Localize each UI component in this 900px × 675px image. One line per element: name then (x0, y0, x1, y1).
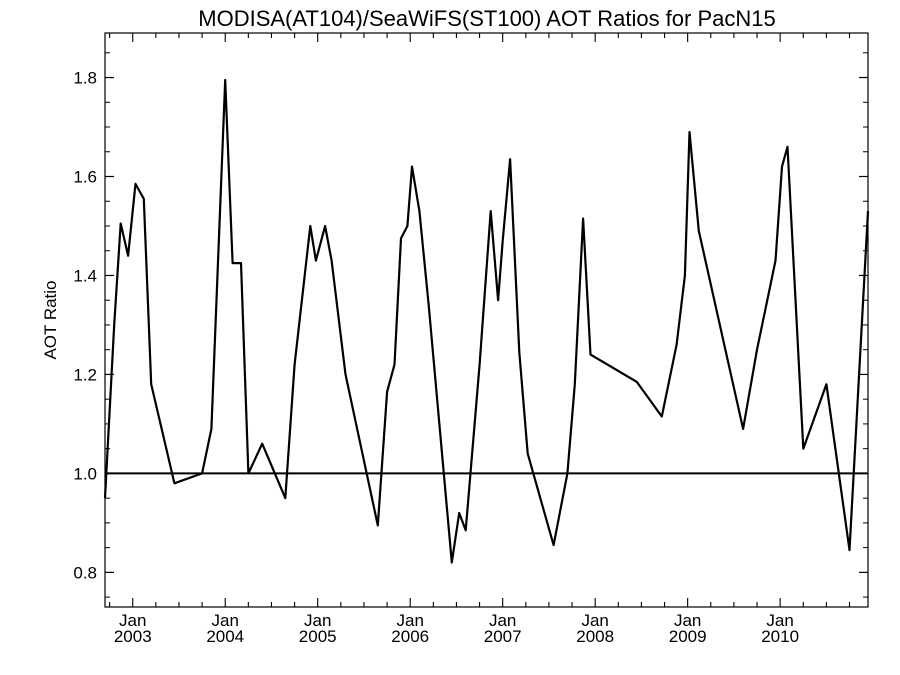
x-tick-label-year: 2006 (391, 627, 429, 646)
y-tick-label: 1.6 (73, 168, 97, 187)
x-tick-label-month: Jan (489, 611, 516, 630)
x-tick-label-month: Jan (212, 611, 239, 630)
x-tick-label-year: 2007 (484, 627, 522, 646)
x-tick-label-year: 2008 (576, 627, 614, 646)
x-tick-label-month: Jan (766, 611, 793, 630)
y-tick-label: 1.2 (73, 365, 97, 384)
x-tick-label-month: Jan (396, 611, 423, 630)
y-tick-label: 0.8 (73, 563, 97, 582)
chart-title: MODISA(AT104)/SeaWiFS(ST100) AOT Ratios … (198, 6, 775, 31)
x-tick-label-year: 2009 (669, 627, 707, 646)
y-tick-label: 1.4 (73, 266, 97, 285)
y-axis-label: AOT Ratio (41, 280, 60, 359)
x-tick-label-year: 2010 (761, 627, 799, 646)
axis-ticks (105, 33, 868, 607)
x-tick-label-month: Jan (674, 611, 701, 630)
y-tick-label: 1.0 (73, 464, 97, 483)
plot-frame (104, 32, 869, 608)
x-tick-label-year: 2004 (206, 627, 244, 646)
series-line (103, 78, 870, 564)
x-tick-label-month: Jan (119, 611, 146, 630)
y-tick-label: 1.8 (73, 69, 97, 88)
x-tick-label-month: Jan (581, 611, 608, 630)
x-tick-label-year: 2005 (299, 627, 337, 646)
x-tick-label-month: Jan (304, 611, 331, 630)
series-group (103, 78, 870, 564)
tick-labels: 0.81.01.21.41.61.8Jan2003Jan2004Jan2005J… (73, 69, 799, 646)
x-tick-label-year: 2003 (114, 627, 152, 646)
